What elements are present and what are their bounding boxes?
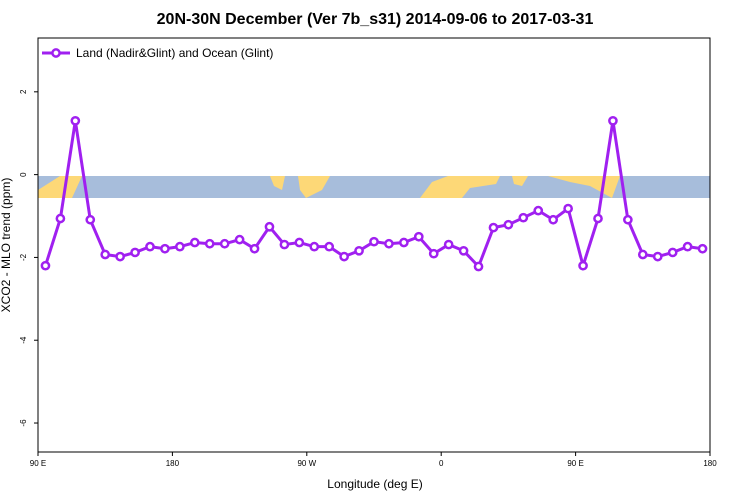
point <box>249 243 260 254</box>
point <box>458 245 469 256</box>
y-tick-label: -2 <box>19 253 28 261</box>
point <box>160 243 170 254</box>
point <box>413 231 424 242</box>
point <box>219 238 230 249</box>
point <box>294 237 305 248</box>
point <box>533 205 544 216</box>
map-band <box>38 176 710 198</box>
y-tick-label: -6 <box>19 419 28 427</box>
x-tick-label: 180 <box>166 459 180 468</box>
point <box>488 222 499 233</box>
point <box>324 241 335 252</box>
point <box>652 251 663 262</box>
x-tick-label: 90 W <box>297 459 316 468</box>
point <box>115 251 125 262</box>
x-tick-label: 180 <box>703 459 717 468</box>
point <box>682 241 693 252</box>
point <box>85 214 96 225</box>
x-tick-label: 90 E <box>567 459 583 468</box>
x-tick-label: 90 E <box>30 459 46 468</box>
plot-frame <box>37 37 711 453</box>
point <box>70 115 81 126</box>
point <box>189 237 200 248</box>
point <box>593 213 603 224</box>
y-axis-label: XCO2 - MLO trend (ppm) <box>0 178 13 313</box>
legend-label: Land (Nadir&Glint) and Ocean (Glint) <box>76 46 273 60</box>
point <box>563 203 573 214</box>
point <box>608 115 618 126</box>
point <box>369 236 379 247</box>
point <box>667 247 678 258</box>
y-tick-label: -4 <box>19 336 28 344</box>
point <box>473 261 484 272</box>
point <box>55 213 66 224</box>
point <box>309 241 320 252</box>
point <box>130 247 140 258</box>
x-tick-label: 0 <box>439 459 444 468</box>
point <box>264 221 275 232</box>
point <box>399 237 409 248</box>
point <box>339 251 349 262</box>
point <box>354 245 364 256</box>
point <box>623 214 633 225</box>
y-tick-label: 2 <box>19 89 28 94</box>
point <box>204 238 215 249</box>
point <box>40 260 51 271</box>
point <box>175 241 185 252</box>
point <box>384 238 394 249</box>
point <box>548 214 559 225</box>
x-axis-label: Longitude (deg E) <box>327 477 422 491</box>
chart-title: 20N-30N December (Ver 7b_s31) 2014-09-06… <box>157 11 594 28</box>
point <box>443 239 454 250</box>
point <box>697 243 708 254</box>
point <box>279 239 290 250</box>
point <box>100 249 111 260</box>
point <box>145 241 155 252</box>
point <box>428 248 439 259</box>
point <box>503 219 514 230</box>
point <box>578 260 588 271</box>
legend-marker <box>51 48 61 58</box>
point <box>234 234 245 245</box>
y-tick-label: 0 <box>19 172 28 177</box>
point <box>518 212 529 223</box>
point <box>637 249 648 260</box>
